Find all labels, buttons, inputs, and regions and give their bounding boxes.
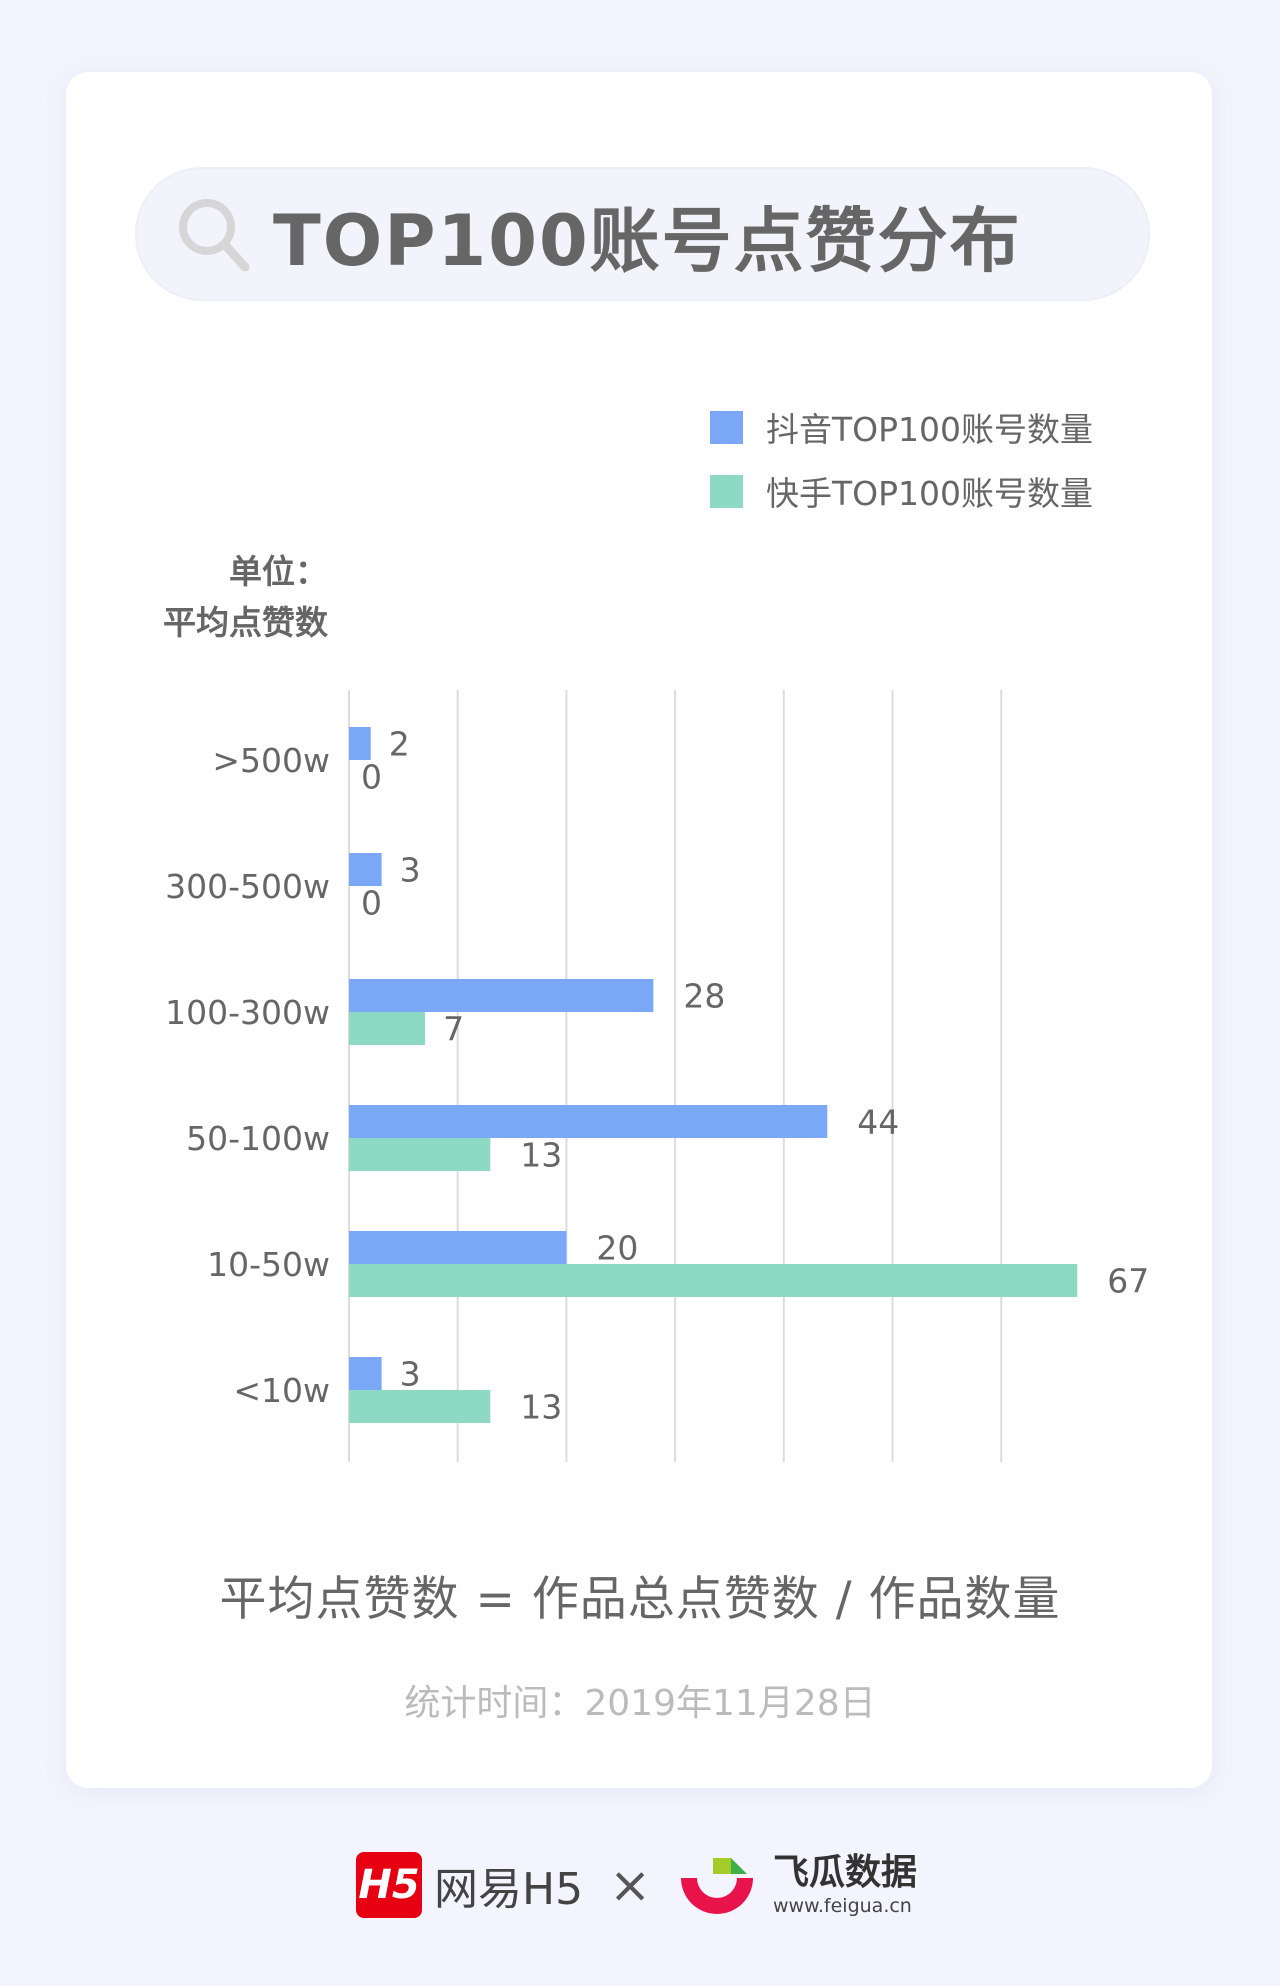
bar [349, 1390, 491, 1423]
legend-swatch [710, 410, 743, 444]
bar [349, 1138, 491, 1171]
bar [349, 853, 382, 886]
data-label: 28 [683, 977, 725, 1016]
bar [349, 1357, 382, 1390]
data-label: 2 [389, 725, 410, 764]
data-label: 67 [1107, 1262, 1149, 1301]
data-label: 20 [596, 1229, 638, 1268]
data-label: 3 [400, 851, 421, 890]
data-label: 0 [361, 884, 382, 923]
search-icon [179, 199, 250, 272]
legend-kuaishou: 快手TOP100账号数量 [710, 467, 1093, 515]
brand2-name: 飞瓜数据 [773, 1851, 918, 1893]
category-label: 10-50w [207, 1245, 330, 1284]
card [66, 72, 1212, 1788]
legend-label: 快手TOP100账号数量 [766, 474, 1094, 513]
unit-line1: 单位： [229, 552, 328, 591]
data-label: 13 [520, 1136, 562, 1175]
bar [349, 1264, 1078, 1297]
data-label: 7 [443, 1010, 464, 1049]
bar [349, 979, 654, 1012]
category-label: >500w [212, 741, 330, 780]
brand2-url: www.feigua.cn [773, 1894, 912, 1917]
unit-label: 单位： 平均点赞数 [163, 546, 328, 648]
feigua-logo [681, 1858, 753, 1914]
bar [349, 1105, 828, 1138]
formula: 平均点赞数 = 作品总点赞数 / 作品数量 [219, 1572, 1061, 1627]
feigua-brand: 飞瓜数据 www.feigua.cn [773, 1851, 918, 1917]
unit-line2: 平均点赞数 [163, 603, 328, 642]
bar [349, 1231, 567, 1264]
category-label: 100-300w [165, 993, 330, 1032]
brand1-name: 网易H5 [434, 1864, 584, 1915]
times-sign: × [609, 1856, 651, 1914]
stat-date: 统计时间：2019年11月28日 [404, 1683, 876, 1724]
legend-swatch [710, 474, 743, 508]
bar [349, 1012, 426, 1045]
data-label: 0 [361, 758, 382, 797]
footer-logos: H5 网易H5 × 飞瓜数据 www.feigua.cn [356, 1850, 917, 1920]
category-label: 50-100w [186, 1119, 330, 1158]
data-label: 3 [400, 1355, 421, 1394]
title-bar: TOP100账号点赞分布 [135, 167, 1150, 301]
page-title: TOP100账号点赞分布 [273, 200, 1022, 282]
data-label: 44 [857, 1103, 899, 1142]
legend-douyin: 抖音TOP100账号数量 [710, 403, 1093, 451]
bar [349, 727, 371, 760]
data-label: 13 [520, 1388, 562, 1427]
legend-label: 抖音TOP100账号数量 [766, 410, 1094, 449]
category-label: <10w [233, 1371, 330, 1410]
netease-h5-logo: H5 [356, 1852, 422, 1918]
category-label: 300-500w [165, 867, 330, 906]
